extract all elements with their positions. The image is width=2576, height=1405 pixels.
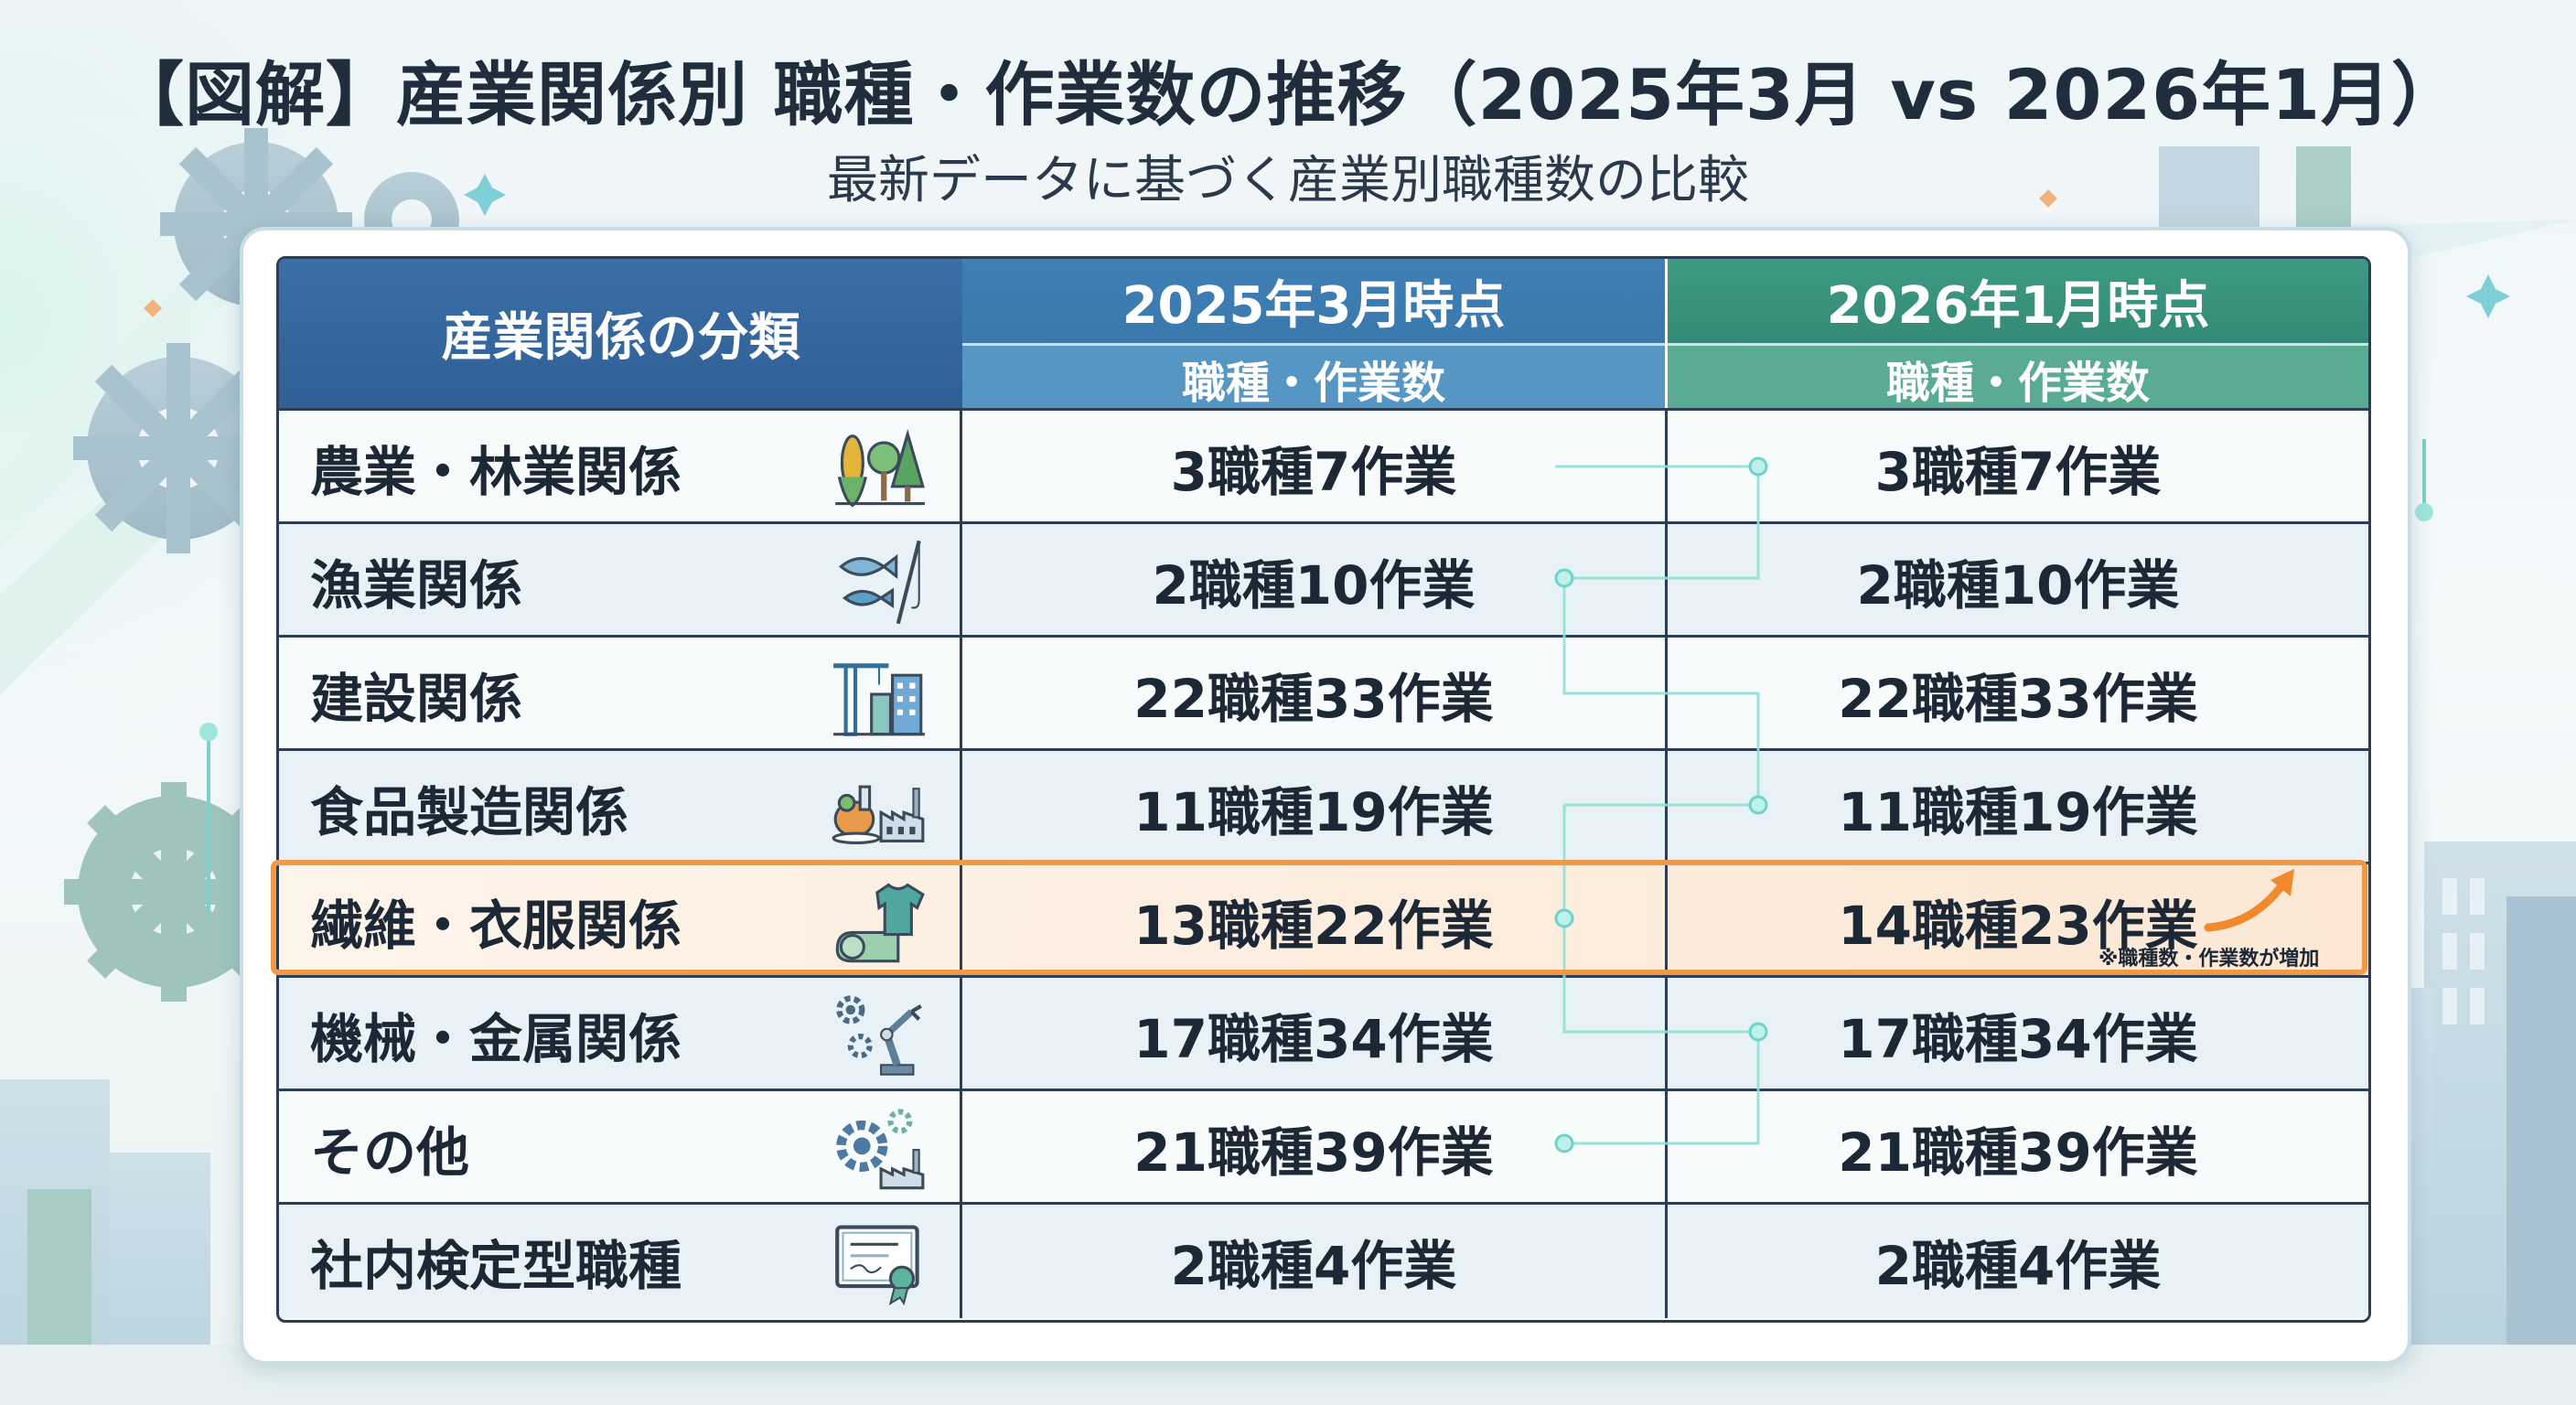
gear-factory-icon: [836, 1109, 925, 1190]
header-2026-title: 2026年1月時点: [1668, 259, 2368, 343]
category-cell: 農業・林業関係: [279, 411, 962, 524]
value-2026: 2職種4作業: [1874, 1235, 2162, 1297]
category-cell: 繊維・衣服関係: [279, 864, 962, 978]
category-cell: 社内検定型職種: [279, 1205, 962, 1318]
comparison-table: 産業関係の分類 2025年3月時点 職種・作業数 2026年1月時点 職種・作業…: [276, 256, 2371, 1323]
category-label: 社内検定型職種: [310, 1235, 682, 1297]
fishing-icon: [838, 540, 921, 625]
category-label: 食品製造関係: [310, 781, 629, 843]
value-2025: 11職種19作業: [962, 751, 1668, 864]
category-cell: その他: [279, 1091, 962, 1205]
category-cell: 食品製造関係: [279, 751, 962, 864]
category-label: 繊維・衣服関係: [310, 895, 682, 957]
page-title: 【図解】産業関係別 職種・作業数の推移（2025年3月 vs 2026年1月）: [114, 54, 2462, 135]
value-2026: 21職種39作業: [1838, 1121, 2198, 1184]
value-2025: 2職種4作業: [962, 1205, 1668, 1318]
table-row: 機械・金属関係 17職種34作業 17職種34作業: [279, 975, 2368, 1091]
category-label: その他: [310, 1121, 470, 1184]
header-2025: 2025年3月時点 職種・作業数: [962, 259, 1665, 411]
header-2025-title: 2025年3月時点: [962, 259, 1665, 343]
construction-icon: [833, 663, 925, 736]
table-row: 建設関係 22職種33作業 22職種33作業: [279, 635, 2368, 751]
certificate-icon: [835, 1225, 919, 1306]
table-row: 漁業関係 2職種10作業 2職種10作業: [279, 521, 2368, 638]
value-2025: 3職種7作業: [962, 411, 1668, 524]
value-2026: 11職種19作業: [1838, 781, 2198, 843]
value-2026: 14職種23作業: [1838, 895, 2198, 957]
category-label: 機械・金属関係: [310, 1008, 682, 1070]
value-2025: 13職種22作業: [962, 864, 1668, 978]
category-label: 農業・林業関係: [310, 441, 682, 503]
value-2025: 22職種33作業: [962, 638, 1668, 751]
header-2026: 2026年1月時点 職種・作業数: [1668, 259, 2368, 411]
table-row: 農業・林業関係 3職種7作業 3職種7作業: [279, 408, 2368, 524]
table-row-highlight: 繊維・衣服関係 13職種22作業 14職種23作業: [279, 862, 2368, 978]
category-cell: 漁業関係: [279, 524, 962, 638]
value-2025: 2職種10作業: [962, 524, 1668, 638]
increase-arrow-icon: [2204, 869, 2294, 932]
value-2025: 21職種39作業: [962, 1091, 1668, 1205]
value-2026: 17職種34作業: [1838, 1008, 2198, 1070]
value-2026: 22職種33作業: [1838, 668, 2198, 730]
category-cell: 建設関係: [279, 638, 962, 751]
category-label: 漁業関係: [310, 554, 523, 617]
header-2026-sub: 職種・作業数: [1668, 343, 2368, 411]
value-2025: 17職種34作業: [962, 978, 1668, 1091]
header-2025-sub: 職種・作業数: [962, 343, 1665, 411]
category-label: 建設関係: [310, 668, 523, 730]
page-subtitle: 最新データに基づく産業別職種数の比較: [827, 151, 1749, 210]
machinery-robot-arm-icon: [836, 995, 922, 1076]
food-factory-icon: [832, 785, 925, 845]
increase-note: ※職種数・作業数が増加: [2098, 948, 2320, 971]
value-2026: 3職種7作業: [1874, 441, 2162, 503]
table-row: その他 21職種39作業 21職種39作業: [279, 1089, 2368, 1205]
category-cell: 機械・金属関係: [279, 978, 962, 1091]
table-row: 社内検定型職種 2職種4作業 2職種4作業: [279, 1202, 2368, 1318]
value-2026: 2職種10作業: [1856, 554, 2180, 617]
agriculture-forestry-icon: [835, 429, 925, 508]
textile-clothing-icon: [835, 883, 925, 963]
header-category: 産業関係の分類: [279, 259, 965, 408]
table-row: 食品製造関係 11職種19作業 11職種19作業: [279, 748, 2368, 864]
